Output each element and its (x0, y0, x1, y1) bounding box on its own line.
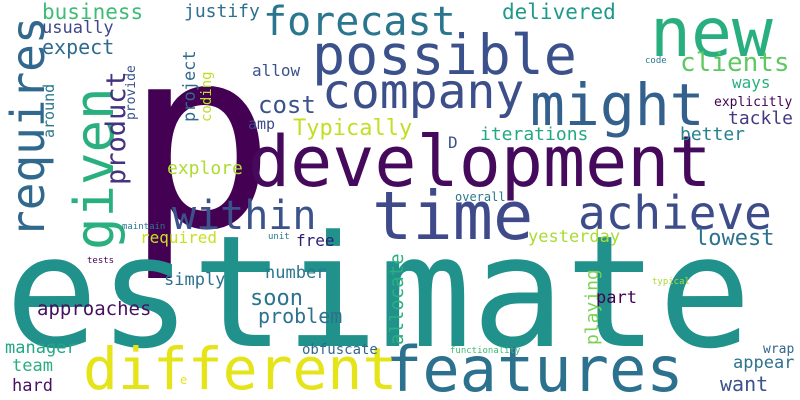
cloud-word: hard (12, 376, 53, 396)
cloud-word: business (42, 0, 144, 24)
cloud-word: possible (312, 23, 577, 87)
cloud-word: soon (250, 286, 303, 311)
cloud-word: coding (199, 71, 215, 122)
cloud-word: manager (5, 338, 77, 358)
cloud-word: approaches (37, 298, 152, 320)
cloud-word: cost (258, 91, 316, 119)
cloud-word: company (322, 64, 525, 120)
cloud-word: D (448, 133, 458, 152)
cloud-word: usually (42, 18, 114, 38)
cloud-word: delivered (502, 0, 616, 24)
cloud-word: overall (455, 190, 506, 204)
cloud-word: part (596, 288, 637, 308)
cloud-word: appear (733, 353, 795, 373)
cloud-word: want (720, 372, 769, 396)
cloud-word: iterations (480, 124, 589, 145)
cloud-word: features (385, 333, 684, 400)
cloud-word: tests (87, 256, 115, 266)
cloud-word: maintain (122, 222, 166, 232)
cloud-word: functionality (450, 346, 521, 356)
cloud-word: project (180, 50, 200, 122)
cloud-word: estimate (5, 202, 752, 383)
cloud-word: new (650, 0, 773, 73)
cloud-word: time (372, 177, 534, 255)
cloud-word: ways (732, 73, 771, 92)
cloud-word: allocate (386, 253, 408, 345)
cloud-word: Typically (293, 116, 413, 141)
cloud-word: yesterday (528, 227, 621, 247)
cloud-word: p (125, 0, 276, 285)
cloud-word: unit (268, 232, 290, 242)
cloud-word: amp (248, 115, 276, 133)
cloud-word: around (40, 83, 58, 138)
cloud-word: simply (164, 270, 226, 290)
cloud-word: obfuscate (302, 342, 378, 358)
cloud-word: expect (42, 35, 115, 59)
cloud-word: lowest (695, 226, 775, 251)
cloud-word: explore (167, 158, 243, 179)
cloud-word: different (83, 335, 398, 400)
cloud-word: achieve (578, 186, 772, 240)
cloud-word: problem (258, 304, 343, 328)
cloud-word: code (645, 56, 667, 66)
cloud-word: wrap (763, 342, 795, 357)
cloud-word: development (248, 121, 712, 203)
cloud-word: free (296, 231, 335, 250)
cloud-word: provide (124, 65, 139, 120)
cloud-word: tackle (728, 108, 794, 129)
cloud-word: e (180, 373, 188, 387)
cloud-word: forecast (263, 0, 456, 45)
cloud-word: required (140, 228, 218, 247)
cloud-word: might (530, 71, 705, 139)
cloud-word: clients (680, 48, 790, 78)
cloud-word: allow (252, 61, 301, 80)
cloud-word: typical (652, 277, 690, 287)
cloud-word: within (172, 193, 317, 239)
cloud-word: team (12, 356, 53, 376)
cloud-word: justify (184, 1, 260, 22)
cloud-word: number (265, 263, 327, 283)
cloud-word: better (680, 124, 746, 145)
cloud-word: explicitly (714, 95, 793, 110)
